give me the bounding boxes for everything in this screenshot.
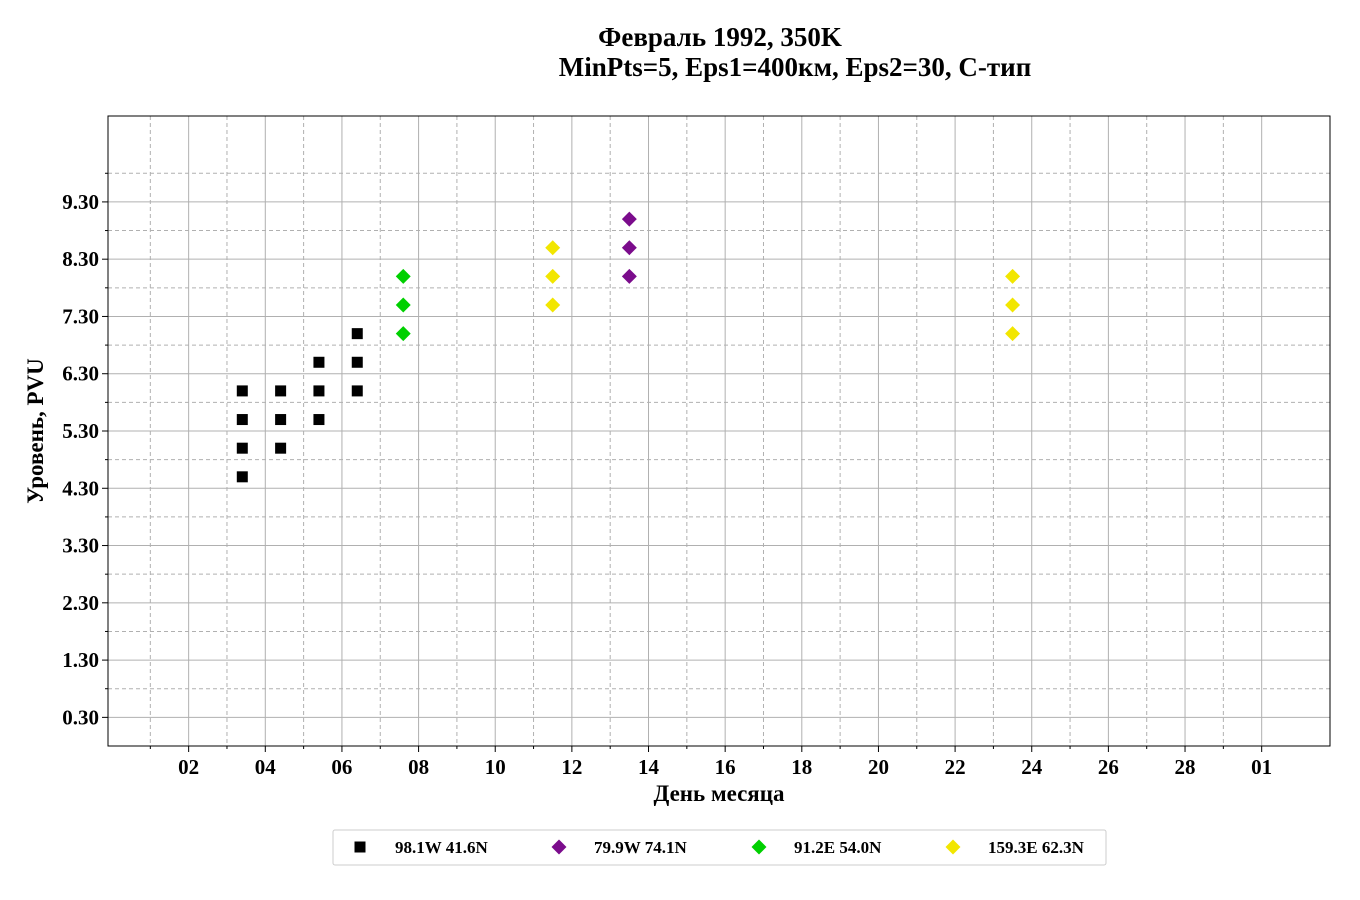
- y-tick-label: 7.30: [62, 304, 99, 328]
- data-points: [236, 211, 1021, 483]
- x-tick-label: 08: [408, 755, 429, 779]
- x-tick-label: 14: [638, 755, 660, 779]
- y-tick-label: 1.30: [62, 648, 99, 672]
- data-point: [621, 268, 637, 284]
- x-tick-label: 06: [331, 755, 352, 779]
- data-point: [351, 356, 363, 368]
- axis-ticks: 02 04 06 08 10 12 14 16 18 20 22 24 26 28 01 0.30 1.30 2.…: [62, 172, 1272, 779]
- x-tick-label: 10: [485, 755, 506, 779]
- data-point: [395, 268, 411, 284]
- y-axis-label: Уровень, PVU: [23, 358, 48, 504]
- legend: 98.1W 41.6N 79.9W 74.1N 91.2E 54.0N 159.3E …: [332, 829, 1107, 866]
- data-point: [275, 414, 287, 426]
- data-point: [236, 471, 248, 483]
- legend-label: 91.2E 54.0N: [794, 838, 882, 857]
- y-tick-label: 9.30: [62, 190, 99, 214]
- data-point: [1005, 268, 1021, 284]
- data-point: [236, 414, 248, 426]
- legend-label: 159.3E 62.3N: [988, 838, 1085, 857]
- data-point: [236, 385, 248, 397]
- y-tick-label: 2.30: [62, 591, 99, 615]
- data-point: [351, 385, 363, 397]
- y-tick-label: 5.30: [62, 419, 99, 443]
- data-point: [313, 414, 325, 426]
- data-point: [275, 442, 287, 454]
- data-point: [1005, 297, 1021, 313]
- data-point: [275, 385, 287, 397]
- legend-marker: [551, 839, 567, 855]
- data-point: [395, 326, 411, 342]
- x-tick-label: 22: [945, 755, 966, 779]
- x-tick-label: 20: [868, 755, 889, 779]
- data-point: [236, 442, 248, 454]
- legend-label: 98.1W 41.6N: [395, 838, 488, 857]
- grid: [108, 116, 1330, 746]
- x-tick-label: 28: [1175, 755, 1196, 779]
- x-tick-label: 26: [1098, 755, 1119, 779]
- data-point: [545, 268, 561, 284]
- legend-marker: [354, 841, 366, 853]
- data-point: [621, 211, 637, 227]
- data-point: [621, 240, 637, 256]
- legend-marker: [945, 839, 961, 855]
- data-point: [351, 328, 363, 340]
- data-point: [395, 297, 411, 313]
- data-point: [545, 240, 561, 256]
- data-point: [313, 385, 325, 397]
- x-tick-label: 16: [715, 755, 736, 779]
- x-tick-label: 24: [1021, 755, 1043, 779]
- y-tick-label: 3.30: [62, 534, 99, 558]
- y-tick-label: 6.30: [62, 362, 99, 386]
- data-point: [545, 297, 561, 313]
- y-tick-label: 8.30: [62, 247, 99, 271]
- x-tick-label: 01: [1251, 755, 1272, 779]
- data-point: [1005, 326, 1021, 342]
- y-tick-label: 0.30: [62, 705, 99, 729]
- x-tick-label: 04: [255, 755, 277, 779]
- x-axis-label: День месяца: [653, 781, 785, 806]
- legend-box: [332, 829, 1107, 866]
- x-tick-label: 12: [561, 755, 582, 779]
- data-point: [313, 356, 325, 368]
- legend-label: 79.9W 74.1N: [594, 838, 687, 857]
- legend-marker: [751, 839, 767, 855]
- chart-title: Февраль 1992, 350K: [598, 22, 842, 52]
- x-tick-label: 18: [791, 755, 812, 779]
- x-tick-label: 02: [178, 755, 199, 779]
- chart-subtitle: MinPts=5, Eps1=400км, Eps2=30, C-тип: [559, 52, 1032, 82]
- y-tick-label: 4.30: [62, 476, 99, 500]
